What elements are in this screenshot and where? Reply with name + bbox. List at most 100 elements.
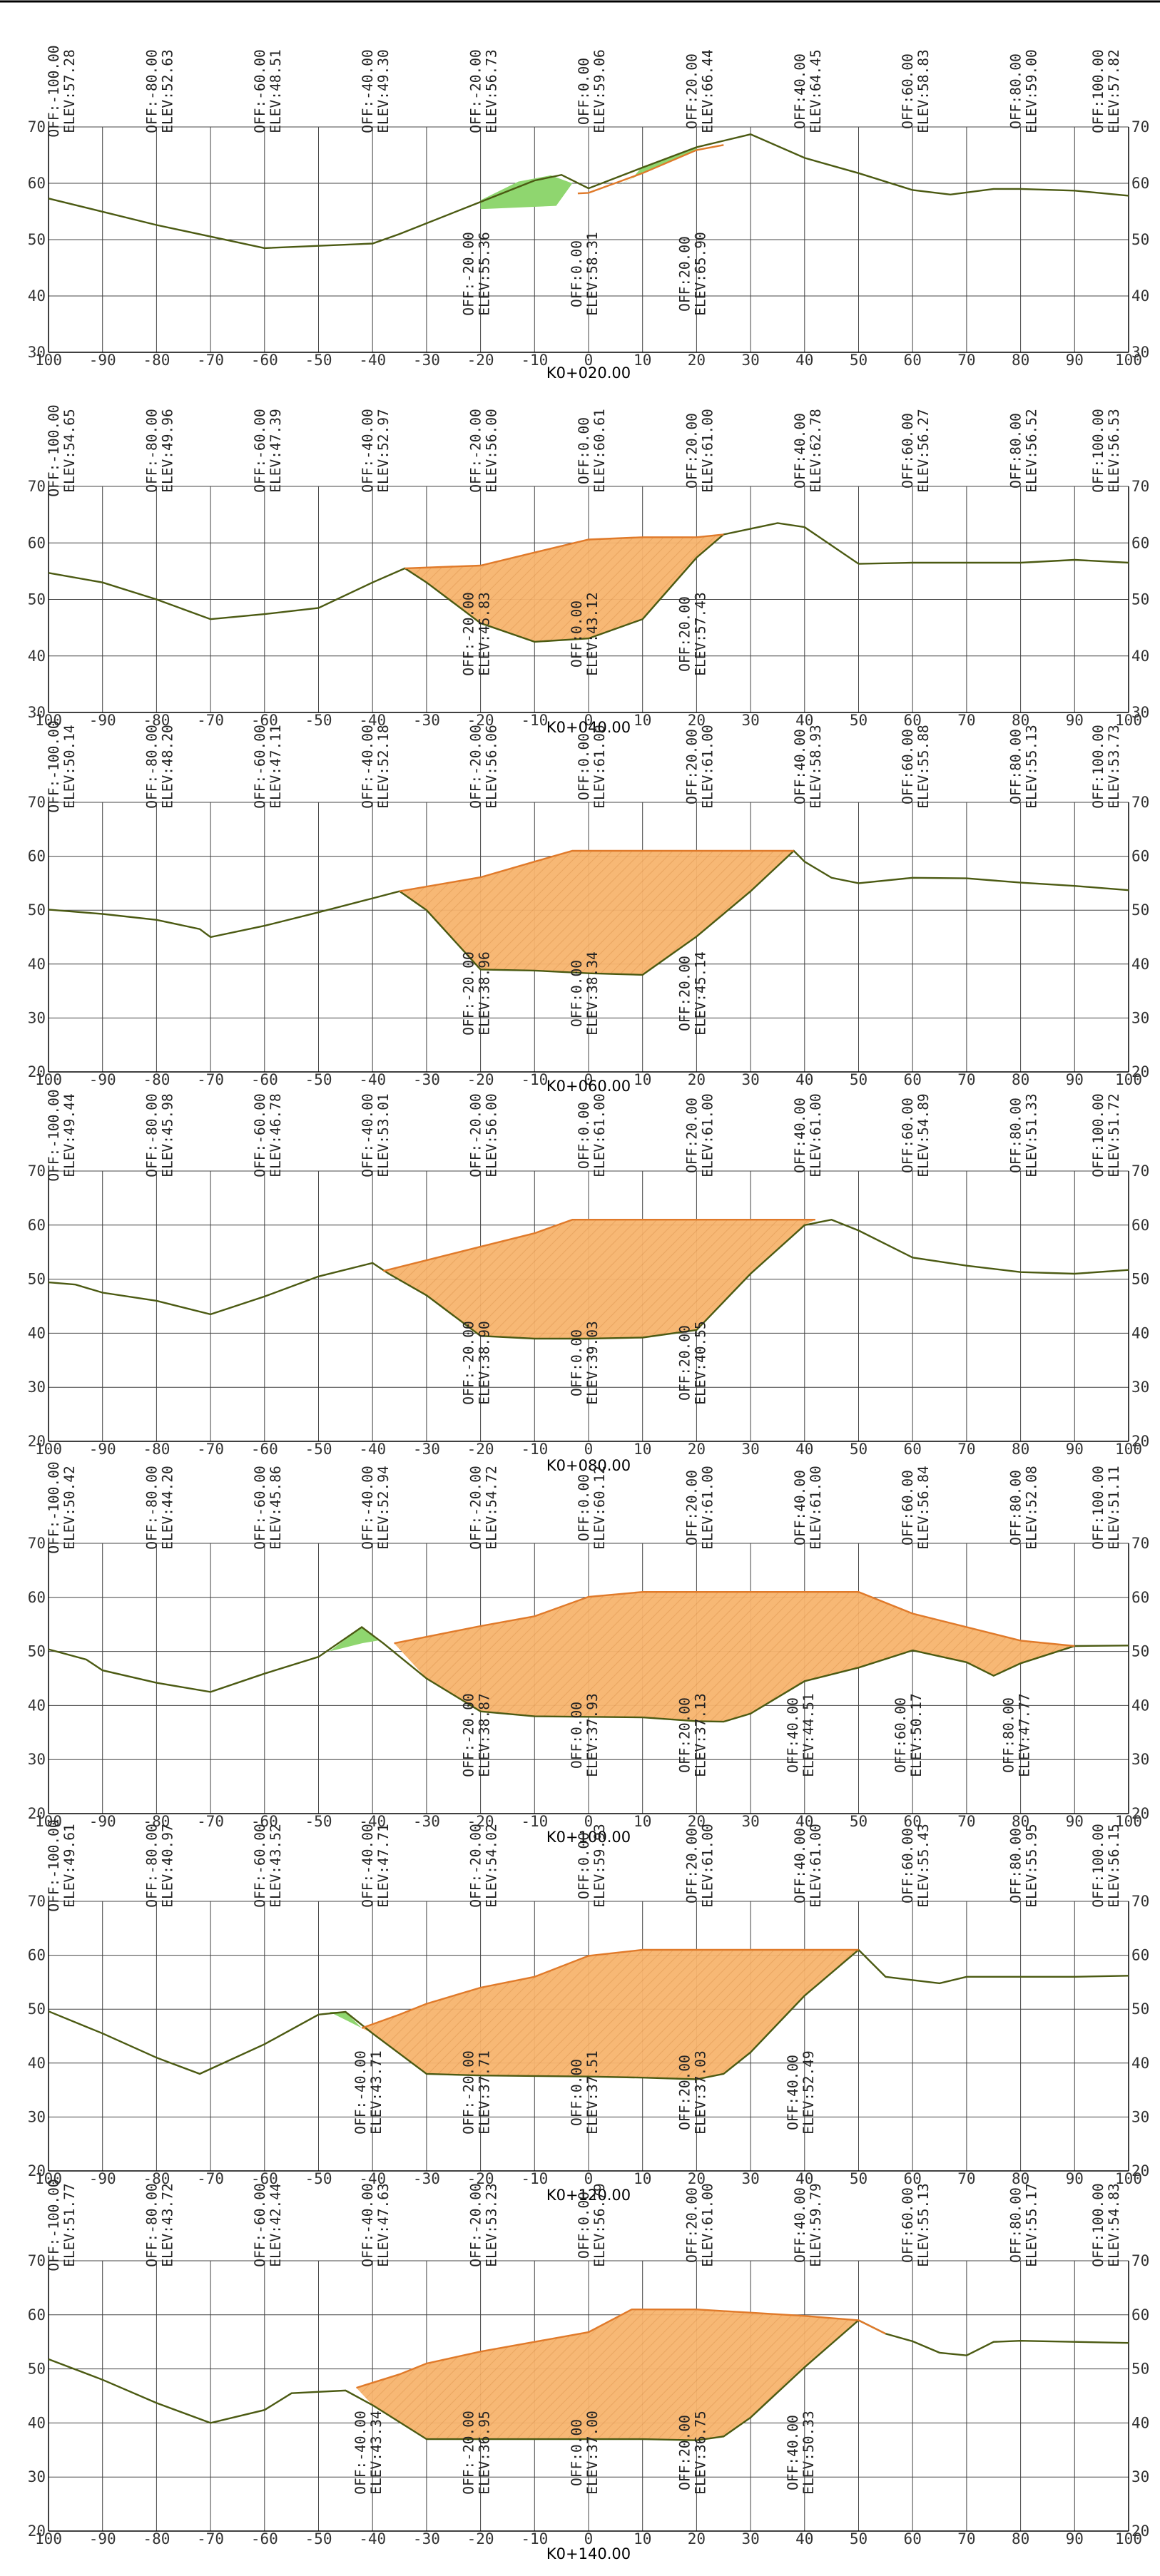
- elevation-label: ELEV:56.53: [1106, 409, 1122, 492]
- station-title: K0+100.00: [546, 1829, 631, 1846]
- elevation-label: ELEV:47.39: [268, 409, 284, 492]
- x-tick-label: -40: [359, 712, 386, 729]
- offset-label: OFF:0.00: [576, 1102, 592, 1169]
- y-tick-label-left: 70: [28, 794, 46, 811]
- y-tick-label-left: 40: [28, 287, 46, 305]
- offset-label: OFF:-60.00: [252, 1093, 268, 1177]
- x-tick-label: 60: [904, 1071, 922, 1088]
- offset-label: OFF:20.00: [683, 2187, 700, 2263]
- x-tick-label: -20: [467, 712, 494, 729]
- elevation-label: ELEV:60.61: [591, 409, 608, 492]
- x-tick-label: 10: [634, 712, 651, 729]
- offset-label: OFF:-100.00: [46, 45, 62, 137]
- x-tick-label: -30: [413, 2170, 440, 2187]
- station-label-above: OFF:60.00 ELEV:54.89: [900, 1093, 932, 1177]
- y-tick-label-right: 60: [1131, 175, 1149, 192]
- station-label-above: OFF:-40.00 ELEV:47.71: [360, 1824, 392, 1907]
- x-tick-label: -20: [467, 1441, 494, 1458]
- y-tick-label-left: 30: [28, 2468, 46, 2485]
- station-label-above: OFF:40.00 ELEV:61.00: [792, 1466, 824, 1549]
- offset-label: OFF:80.00: [1001, 1697, 1017, 1773]
- x-tick-label: 60: [904, 2170, 922, 2187]
- offset-label: OFF:-100.00: [46, 404, 62, 496]
- y-tick-label-right: 20: [1131, 1063, 1149, 1080]
- x-tick-label: 100: [35, 352, 62, 369]
- y-tick-label-left: 40: [28, 2055, 46, 2072]
- y-tick-label-left: 30: [28, 2108, 46, 2125]
- offset-label: OFF:-80.00: [143, 2183, 160, 2266]
- elevation-label: ELEV:55.95: [1024, 1824, 1040, 1907]
- x-tick-label: 100: [1115, 712, 1142, 729]
- x-tick-label: 80: [1012, 712, 1029, 729]
- station-label-above: OFF:-60.00 ELEV:47.39: [252, 409, 284, 492]
- x-tick-label: 30: [741, 2170, 759, 2187]
- fill-area: [405, 534, 724, 642]
- elevation-label: ELEV:50.14: [61, 725, 78, 808]
- offset-label: OFF:-40.00: [352, 2411, 369, 2494]
- elevation-label: ELEV:52.08: [1024, 1466, 1040, 1549]
- offset-label: OFF:60.00: [900, 413, 916, 489]
- x-tick-label: -70: [197, 712, 224, 729]
- x-tick-label: 90: [1066, 352, 1084, 369]
- y-tick-label-left: 70: [28, 1535, 46, 1552]
- x-tick-label: 10: [634, 2170, 651, 2187]
- offset-label: OFF:60.00: [900, 1098, 916, 1173]
- offset-label: OFF:80.00: [1008, 2187, 1024, 2263]
- elevation-label: ELEV:59.79: [808, 2183, 824, 2266]
- design-grade-line: [361, 1948, 859, 2029]
- offset-label: OFF:-100.00: [46, 1461, 62, 1553]
- x-tick-label: 90: [1066, 712, 1084, 729]
- station-label-above: OFF:-60.00 ELEV:48.51: [252, 49, 284, 133]
- y-tick-label-left: 30: [28, 1009, 46, 1026]
- y-tick-label-right: 20: [1131, 1433, 1149, 1450]
- offset-label: OFF:0.00: [569, 240, 585, 307]
- y-tick-label-left: 70: [28, 2252, 46, 2269]
- elevation-label: ELEV:38.96: [477, 951, 493, 1035]
- station-label-above: OFF:60.00 ELEV:55.13: [900, 2183, 932, 2266]
- elevation-label: ELEV:49.96: [159, 409, 175, 492]
- x-tick-label: -50: [305, 1071, 332, 1088]
- x-tick-label: -30: [413, 352, 440, 369]
- x-tick-label: 70: [957, 1441, 975, 1458]
- elevation-label: ELEV:60.12: [591, 1466, 608, 1549]
- station-label-above: OFF:-100.00 ELEV:49.44: [46, 1089, 78, 1181]
- x-tick-label: 100: [35, 2170, 62, 2187]
- x-tick-label: 20: [688, 2170, 706, 2187]
- x-tick-label: -30: [413, 1071, 440, 1088]
- y-tick-label-right: 40: [1131, 2414, 1149, 2431]
- offset-label: OFF:-20.00: [461, 1321, 477, 1404]
- x-tick-label: -10: [521, 1441, 548, 1458]
- elevation-label: ELEV:59.06: [591, 49, 608, 133]
- elevation-label: ELEV:43.34: [368, 2411, 385, 2494]
- elevation-label: ELEV:50.33: [800, 2411, 817, 2494]
- x-tick-label: -40: [359, 1441, 386, 1458]
- offset-label: OFF:-100.00: [46, 720, 62, 812]
- offset-label: OFF:40.00: [792, 53, 808, 129]
- x-tick-label: 90: [1066, 2530, 1084, 2547]
- elevation-label: ELEV:59.93: [591, 1824, 608, 1907]
- x-tick-label: 70: [957, 1813, 975, 1830]
- elevation-label: ELEV:47.63: [375, 2183, 392, 2266]
- offset-label: OFF:100.00: [1090, 409, 1106, 492]
- elevation-label: ELEV:61.00: [699, 725, 716, 808]
- design-grade-line: [405, 533, 724, 570]
- y-tick-label-left: 70: [28, 118, 46, 136]
- station-label-below: OFF:20.00 ELEV:36.75: [676, 2411, 708, 2494]
- elevation-label: ELEV:52.97: [375, 409, 392, 492]
- existing-ground-line: [48, 2319, 1129, 2441]
- y-tick-label-right: 40: [1131, 648, 1149, 665]
- station-label-above: OFF:-100.00 ELEV:57.28: [46, 45, 78, 137]
- x-tick-label: -60: [251, 1813, 278, 1830]
- station-label-above: OFF:0.00 ELEV:59.93: [576, 1824, 608, 1907]
- x-tick-label: 20: [688, 1071, 706, 1088]
- x-tick-label: -50: [305, 1441, 332, 1458]
- offset-label: OFF:-20.00: [468, 2183, 484, 2266]
- station-label-above: OFF:-40.00 ELEV:49.30: [360, 49, 392, 133]
- offset-label: OFF:100.00: [1090, 1824, 1106, 1907]
- x-tick-label: 60: [904, 1813, 922, 1830]
- offset-label: OFF:-20.00: [468, 1093, 484, 1177]
- offset-label: OFF:20.00: [676, 596, 693, 672]
- y-tick-label-left: 70: [28, 478, 46, 495]
- elevation-label: ELEV:61.00: [591, 725, 608, 808]
